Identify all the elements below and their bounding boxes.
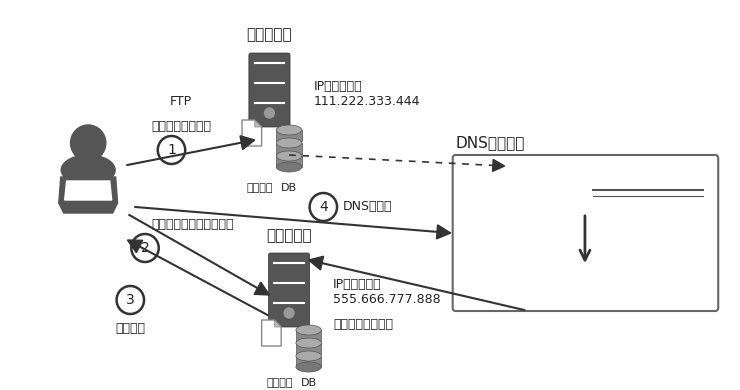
- Polygon shape: [58, 177, 118, 203]
- Ellipse shape: [296, 338, 321, 348]
- FancyBboxPatch shape: [453, 155, 719, 311]
- Circle shape: [265, 108, 275, 118]
- Text: IPアドレス：
555.666.777.888: IPアドレス： 555.666.777.888: [333, 278, 441, 306]
- Text: DNSサーバー: DNSサーバー: [456, 135, 525, 150]
- Polygon shape: [254, 282, 269, 295]
- Text: DB: DB: [281, 183, 297, 193]
- Polygon shape: [58, 203, 118, 213]
- FancyBboxPatch shape: [276, 143, 302, 154]
- Circle shape: [284, 308, 294, 318]
- Text: サーバー移行完了: サーバー移行完了: [333, 318, 393, 331]
- Ellipse shape: [276, 162, 302, 172]
- Text: IPアドレス：
111.222.333.444: IPアドレス： 111.222.333.444: [314, 80, 420, 108]
- FancyBboxPatch shape: [296, 356, 321, 367]
- Polygon shape: [262, 320, 281, 346]
- Text: バックアップ取得: バックアップ取得: [151, 120, 211, 133]
- Circle shape: [70, 125, 106, 161]
- FancyBboxPatch shape: [296, 330, 321, 341]
- Polygon shape: [64, 181, 112, 200]
- Text: 3: 3: [126, 293, 135, 307]
- Polygon shape: [275, 320, 281, 327]
- Ellipse shape: [276, 125, 302, 135]
- Text: DNSの変更後: DNSの変更後: [485, 287, 538, 300]
- Text: 2: 2: [141, 241, 149, 255]
- Ellipse shape: [276, 151, 302, 161]
- Ellipse shape: [276, 138, 302, 148]
- Polygon shape: [240, 136, 255, 149]
- Text: FTP: FTP: [170, 95, 192, 108]
- Text: DNSの変更: DNSの変更: [343, 200, 392, 213]
- Ellipse shape: [296, 351, 321, 361]
- FancyBboxPatch shape: [276, 156, 302, 167]
- Text: 1: 1: [167, 143, 176, 157]
- Text: 新サーバー: 新サーバー: [266, 228, 312, 243]
- Text: 表示確認: 表示確認: [115, 322, 145, 335]
- Text: 旧サーバー: 旧サーバー: [246, 27, 292, 42]
- Ellipse shape: [296, 362, 321, 372]
- Polygon shape: [493, 160, 505, 171]
- Polygon shape: [437, 225, 451, 239]
- Ellipse shape: [61, 155, 115, 185]
- Text: 新サーバーにデータ移行: 新サーバーにデータ移行: [152, 218, 235, 232]
- FancyBboxPatch shape: [276, 130, 302, 141]
- Polygon shape: [242, 120, 262, 146]
- Text: 4: 4: [319, 200, 328, 214]
- Ellipse shape: [296, 325, 321, 335]
- Text: DB: DB: [300, 378, 317, 388]
- Polygon shape: [255, 120, 262, 127]
- FancyBboxPatch shape: [296, 343, 321, 354]
- Text: ファイル: ファイル: [246, 183, 273, 193]
- Text: sample-site.co.jp = 555.666.777.888: sample-site.co.jp = 555.666.777.888: [468, 273, 686, 287]
- FancyBboxPatch shape: [269, 253, 309, 327]
- Text: sample-site.co.jp = 111.222.333.444: sample-site.co.jp = 111.222.333.444: [468, 184, 686, 197]
- Text: ファイル: ファイル: [266, 378, 292, 388]
- Polygon shape: [309, 256, 323, 270]
- Polygon shape: [127, 240, 143, 253]
- FancyBboxPatch shape: [249, 53, 290, 127]
